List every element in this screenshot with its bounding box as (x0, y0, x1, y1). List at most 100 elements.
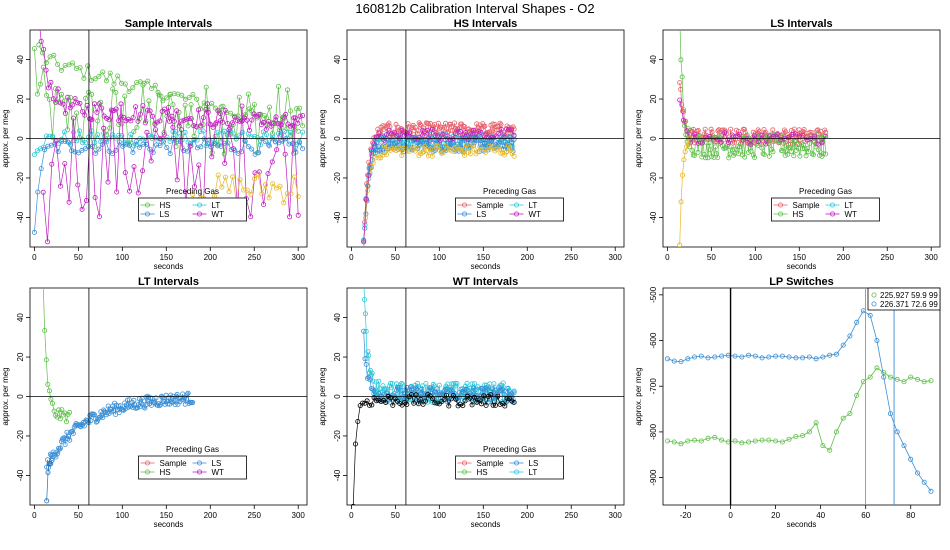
y-tick-label: -500 (649, 286, 658, 303)
data-point (201, 100, 207, 106)
data-point (36, 42, 42, 48)
legend-label: Sample (477, 201, 505, 210)
data-point (881, 374, 887, 380)
data-point (469, 402, 475, 408)
data-point (728, 144, 734, 150)
data-point (77, 128, 83, 134)
data-point (492, 402, 498, 408)
data-point (511, 132, 517, 138)
data-point (665, 438, 671, 444)
data-point (499, 143, 505, 149)
data-point (457, 394, 463, 400)
data-point (435, 395, 441, 401)
data-point (806, 354, 812, 360)
data-point (100, 415, 106, 421)
data-point (478, 129, 484, 135)
legend-label: HS (160, 201, 171, 210)
legend-label: HS (793, 210, 804, 219)
data-point (67, 437, 73, 443)
data-point (503, 126, 509, 132)
data-point (257, 142, 263, 148)
plot-area (665, 288, 934, 505)
data-point (894, 376, 900, 382)
data-point (491, 381, 497, 387)
x-tick-label: 20 (771, 511, 780, 520)
legend-marker (196, 202, 202, 208)
data-point (901, 379, 907, 385)
data-point (104, 131, 110, 137)
data-point (483, 402, 489, 408)
data-point (487, 129, 493, 135)
data-point (110, 86, 116, 92)
data-point (190, 192, 196, 198)
data-point (118, 114, 124, 120)
legend-marker (830, 202, 836, 208)
data-point (85, 419, 91, 425)
x-tick-label: 40 (816, 511, 825, 520)
data-point (290, 122, 296, 128)
data-point (373, 134, 379, 140)
data-point (752, 353, 758, 359)
data-point (712, 144, 718, 150)
data-point (455, 141, 461, 147)
legend-label: LT (529, 468, 538, 477)
data-point (786, 436, 792, 442)
data-point (502, 403, 508, 409)
data-point (75, 182, 81, 188)
data-point (194, 96, 200, 102)
data-point (766, 437, 772, 443)
data-point (500, 380, 506, 386)
panel-6: LP Switches -20 0 20 40 60 80 -900 -800 -700 -600 -… (634, 276, 941, 529)
data-point (390, 402, 396, 408)
data-point (157, 402, 163, 408)
data-point (287, 108, 293, 114)
data-point (418, 396, 424, 402)
data-point (113, 89, 119, 95)
data-point (286, 141, 292, 147)
data-point (766, 153, 772, 159)
data-point (191, 137, 197, 143)
data-point (679, 102, 685, 108)
data-point (463, 130, 469, 136)
series-line (667, 310, 932, 492)
data-point (295, 120, 301, 126)
data-point (915, 376, 921, 382)
data-point (677, 97, 683, 103)
data-point (406, 135, 412, 141)
data-point (164, 145, 170, 151)
data-point (671, 439, 677, 445)
data-point (70, 60, 76, 66)
data-point (744, 132, 750, 138)
data-point (383, 399, 389, 405)
data-point (695, 149, 701, 155)
data-point (759, 145, 765, 151)
data-point (769, 146, 775, 152)
data-point (752, 154, 758, 160)
data-point (417, 142, 423, 148)
data-point (217, 118, 223, 124)
data-point (511, 153, 517, 159)
data-point (383, 151, 389, 157)
data-point (51, 52, 57, 58)
data-point (486, 135, 492, 141)
data-point (780, 148, 786, 154)
data-point (31, 46, 37, 52)
data-point (167, 151, 173, 157)
data-point (722, 130, 728, 136)
data-point (385, 390, 391, 396)
panel-title: HS Intervals (454, 18, 518, 30)
data-point (451, 120, 457, 126)
data-point (89, 91, 95, 97)
data-point (398, 380, 404, 386)
legend-box (867, 287, 941, 311)
data-point (57, 446, 63, 452)
data-point (188, 102, 194, 108)
data-point (82, 112, 88, 118)
data-point (43, 357, 49, 363)
data-point (170, 124, 176, 130)
data-point (83, 139, 89, 145)
data-point (732, 139, 738, 145)
data-point (371, 141, 377, 147)
data-point (191, 123, 197, 129)
